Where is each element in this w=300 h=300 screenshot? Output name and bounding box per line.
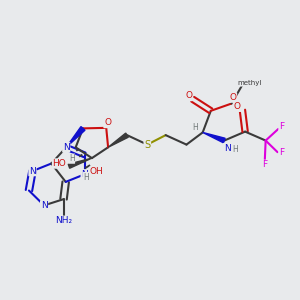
Text: H: H <box>84 172 89 182</box>
Text: H: H <box>232 145 238 154</box>
Polygon shape <box>203 132 225 143</box>
Text: H: H <box>69 154 74 163</box>
Text: methyl: methyl <box>237 80 262 86</box>
Text: N: N <box>81 170 88 179</box>
Text: O: O <box>230 93 236 102</box>
Text: N: N <box>29 167 36 176</box>
Text: O: O <box>233 102 241 111</box>
Text: OH: OH <box>90 167 104 176</box>
Text: S: S <box>144 140 150 150</box>
Text: N: N <box>224 144 230 153</box>
Polygon shape <box>68 158 92 168</box>
Text: O: O <box>104 118 111 127</box>
Text: O: O <box>185 92 192 100</box>
Text: NH₂: NH₂ <box>55 216 72 225</box>
Text: HO: HO <box>52 159 66 168</box>
Text: F: F <box>279 122 284 131</box>
Text: H: H <box>192 123 198 132</box>
Text: F: F <box>279 148 284 157</box>
Polygon shape <box>66 127 85 147</box>
Text: F: F <box>262 160 267 169</box>
Text: N: N <box>41 201 47 210</box>
Text: N: N <box>63 143 70 152</box>
Polygon shape <box>108 133 128 147</box>
